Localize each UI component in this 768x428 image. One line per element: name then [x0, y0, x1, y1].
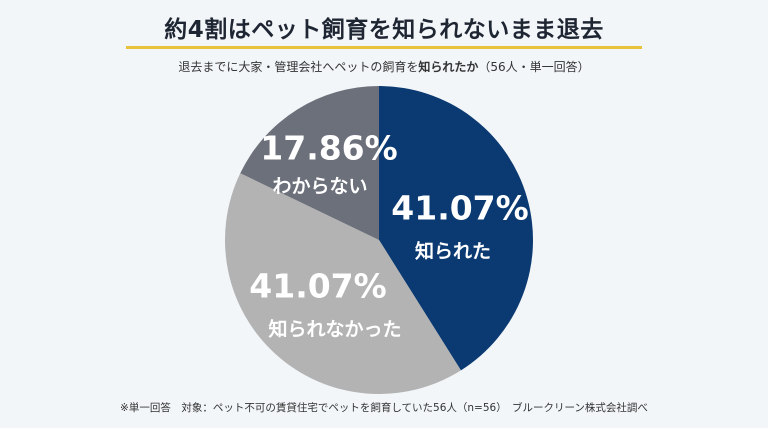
page-title: 約4割はペット飼育を知られないまま退去 — [164, 17, 604, 43]
chart-subtitle: 退去までに大家・管理会社へペットの飼育を知られたか（56人・単一回答） — [0, 58, 768, 75]
slice-value-not-known: 41.07% — [249, 267, 386, 306]
title-underline — [126, 46, 642, 49]
slice-value-unsure: 17.86% — [260, 129, 397, 168]
slice-value-known: 41.07% — [391, 189, 528, 228]
pie-slice-unsure — [240, 86, 379, 240]
subtitle-suffix: （56人・単一回答） — [478, 60, 590, 74]
footnote: ※単一回答 対象：ペット不可の賃貸住宅でペットを飼育していた56人（n=56） … — [120, 402, 648, 414]
subtitle-prefix: 退去までに大家・管理会社へペットの飼育を — [178, 60, 419, 74]
slice-label-known: 知られた — [415, 240, 491, 263]
pie-slice-not-known — [224, 173, 461, 395]
slice-label-unsure: わからない — [272, 176, 367, 198]
pie-slice-known — [379, 86, 533, 371]
subtitle-emphasis: 知られたか — [418, 60, 479, 74]
slice-label-not-known: 知られなかった — [268, 318, 401, 341]
